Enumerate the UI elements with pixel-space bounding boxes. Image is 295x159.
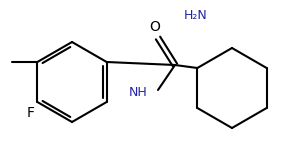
Text: NH: NH: [129, 86, 148, 98]
Text: F: F: [26, 106, 34, 120]
Text: H₂N: H₂N: [184, 9, 208, 22]
Text: O: O: [150, 20, 160, 34]
